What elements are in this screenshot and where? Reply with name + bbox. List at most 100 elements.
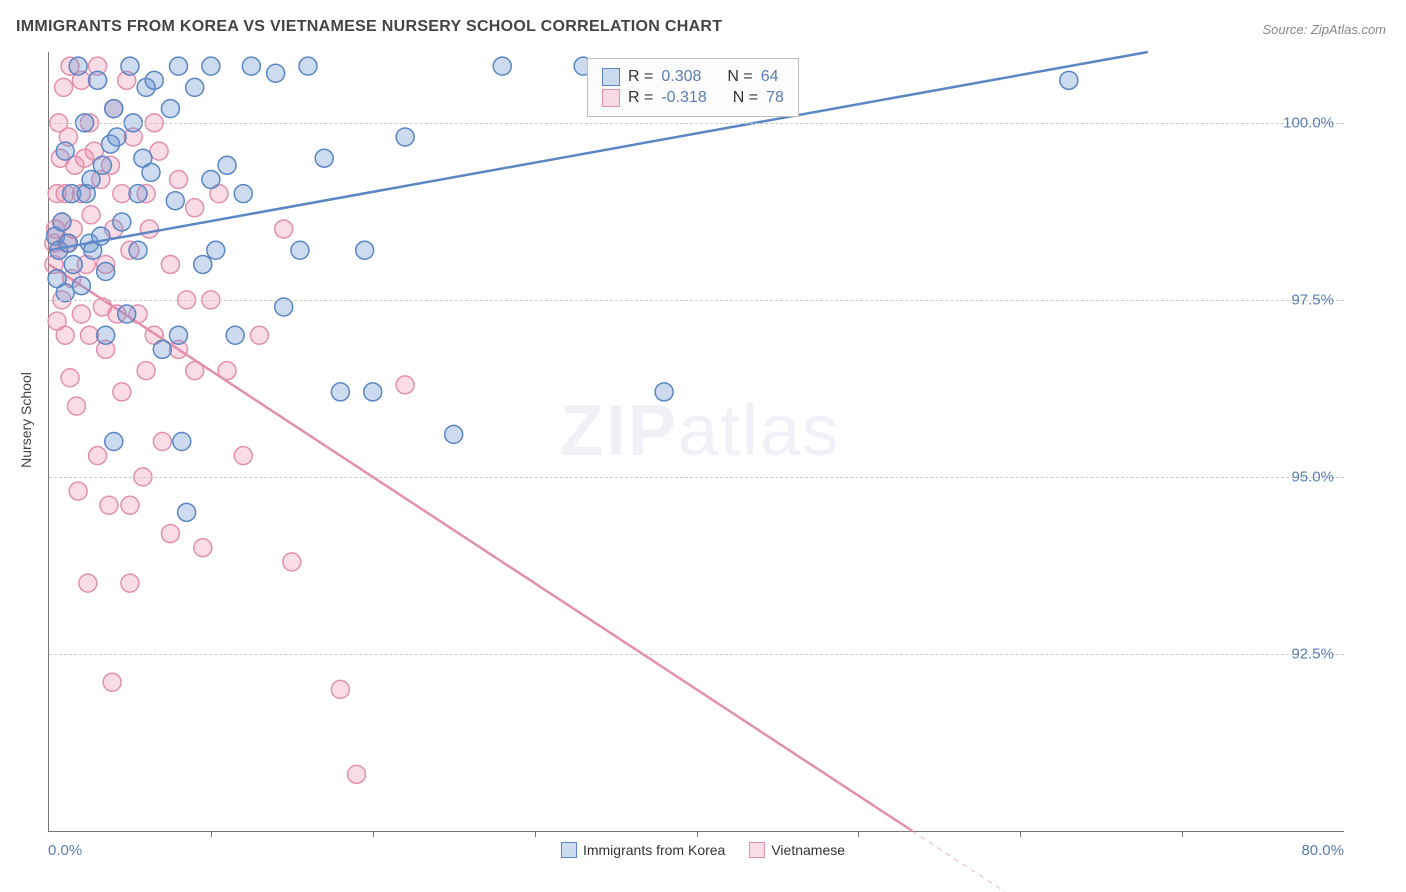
stats-legend-box: R = 0.308 N = 64 R = -0.318 N = 78 xyxy=(587,58,799,117)
data-point xyxy=(82,206,100,224)
data-point xyxy=(291,241,309,259)
data-point xyxy=(331,680,349,698)
x-axis-max-label: 80.0% xyxy=(1301,842,1344,859)
korea-r-label: R = xyxy=(628,68,653,86)
gridline xyxy=(49,300,1344,301)
x-tick xyxy=(535,831,536,837)
data-point xyxy=(186,78,204,96)
data-point xyxy=(108,128,126,146)
data-point xyxy=(275,220,293,238)
y-tick-label: 92.5% xyxy=(1291,645,1334,662)
y-tick-label: 95.0% xyxy=(1291,468,1334,485)
data-point xyxy=(234,447,252,465)
data-point xyxy=(61,369,79,387)
data-point xyxy=(396,128,414,146)
vietnamese-n-label: N = xyxy=(733,89,758,107)
data-point xyxy=(53,213,71,231)
legend-item-vietnamese: Vietnamese xyxy=(749,842,845,858)
x-tick xyxy=(211,831,212,837)
data-point xyxy=(97,326,115,344)
legend-korea-label: Immigrants from Korea xyxy=(583,842,725,858)
data-point xyxy=(150,142,168,160)
data-point xyxy=(56,142,74,160)
data-point xyxy=(89,71,107,89)
vietnamese-r-value: -0.318 xyxy=(661,89,706,107)
stats-row-korea: R = 0.308 N = 64 xyxy=(602,68,784,86)
data-point xyxy=(1060,71,1078,89)
data-point xyxy=(68,397,86,415)
korea-r-value: 0.308 xyxy=(661,68,701,86)
data-point xyxy=(178,503,196,521)
korea-swatch-icon xyxy=(602,68,620,86)
data-point xyxy=(105,100,123,118)
data-point xyxy=(331,383,349,401)
data-point xyxy=(100,496,118,514)
data-point xyxy=(80,326,98,344)
gridline xyxy=(49,123,1344,124)
data-point xyxy=(140,220,158,238)
data-point xyxy=(72,305,90,323)
data-point xyxy=(655,383,673,401)
data-point xyxy=(97,263,115,281)
data-point xyxy=(92,227,110,245)
data-point xyxy=(170,57,188,75)
data-point xyxy=(194,539,212,557)
data-point xyxy=(234,185,252,203)
legend-vietnamese-swatch-icon xyxy=(749,842,765,858)
data-point xyxy=(113,213,131,231)
data-point xyxy=(283,553,301,571)
y-tick-label: 100.0% xyxy=(1283,114,1334,131)
legend-vietnamese-label: Vietnamese xyxy=(771,842,845,858)
data-point xyxy=(161,100,179,118)
data-point xyxy=(93,156,111,174)
data-point xyxy=(129,185,147,203)
data-point xyxy=(121,574,139,592)
data-point xyxy=(173,433,191,451)
data-point xyxy=(113,383,131,401)
data-point xyxy=(226,326,244,344)
x-tick xyxy=(1182,831,1183,837)
legend-bottom: Immigrants from Korea Vietnamese xyxy=(561,842,845,858)
data-point xyxy=(56,326,74,344)
data-point xyxy=(153,433,171,451)
y-tick-label: 97.5% xyxy=(1291,291,1334,308)
plot-svg xyxy=(49,52,1344,831)
data-point xyxy=(69,57,87,75)
source-label: Source: ZipAtlas.com xyxy=(1262,22,1386,37)
x-tick xyxy=(1020,831,1021,837)
gridline xyxy=(49,654,1344,655)
plot-area: R = 0.308 N = 64 R = -0.318 N = 78 92.5%… xyxy=(48,52,1344,832)
vietnamese-r-label: R = xyxy=(628,89,653,107)
data-point xyxy=(186,362,204,380)
data-point xyxy=(113,185,131,203)
data-point xyxy=(161,255,179,273)
data-point xyxy=(348,765,366,783)
data-point xyxy=(202,57,220,75)
data-point xyxy=(202,170,220,188)
y-axis-title: Nursery School xyxy=(18,372,34,468)
x-tick xyxy=(697,831,698,837)
data-point xyxy=(194,255,212,273)
data-point xyxy=(218,156,236,174)
data-point xyxy=(364,383,382,401)
data-point xyxy=(250,326,268,344)
legend-korea-swatch-icon xyxy=(561,842,577,858)
data-point xyxy=(121,57,139,75)
data-point xyxy=(145,71,163,89)
data-point xyxy=(121,496,139,514)
data-point xyxy=(129,241,147,259)
vietnamese-swatch-icon xyxy=(602,89,620,107)
data-point xyxy=(242,57,260,75)
legend-item-korea: Immigrants from Korea xyxy=(561,842,725,858)
x-axis-min-label: 0.0% xyxy=(48,842,82,859)
data-point xyxy=(89,447,107,465)
vietnamese-n-value: 78 xyxy=(766,89,784,107)
data-point xyxy=(118,305,136,323)
data-point xyxy=(55,78,73,96)
data-point xyxy=(72,277,90,295)
data-point xyxy=(105,433,123,451)
data-point xyxy=(142,163,160,181)
x-tick xyxy=(373,831,374,837)
data-point xyxy=(396,376,414,394)
data-point xyxy=(207,241,225,259)
